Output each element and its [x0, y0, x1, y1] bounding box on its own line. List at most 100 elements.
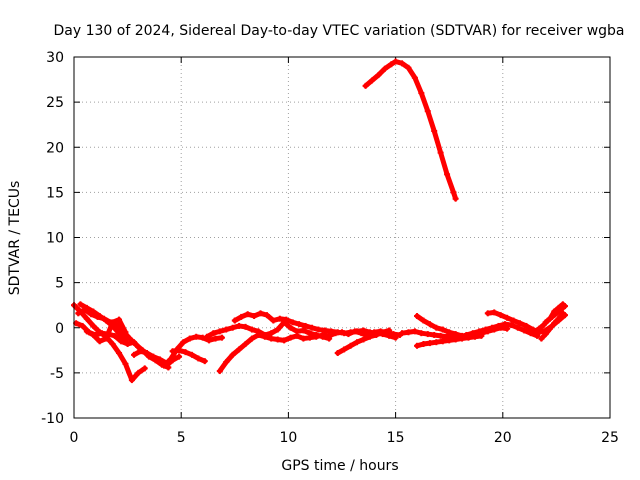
grid-lines	[74, 57, 610, 418]
y-tick-label: 5	[55, 276, 64, 292]
y-tick-label: 0	[55, 321, 64, 337]
data-point	[366, 333, 373, 340]
data-point	[242, 323, 249, 330]
data-point	[201, 358, 208, 365]
data-point	[261, 331, 268, 338]
data-point	[542, 319, 549, 326]
data-point	[478, 332, 485, 339]
data-point	[379, 329, 386, 336]
data-point	[439, 338, 446, 345]
data-point	[315, 326, 322, 333]
data-point	[83, 315, 90, 322]
data-point	[229, 351, 236, 358]
data-point	[223, 326, 230, 333]
data-point	[96, 338, 103, 345]
data-point	[459, 335, 466, 342]
data-point	[203, 333, 210, 340]
data-point	[156, 356, 163, 363]
data-point	[405, 329, 412, 336]
data-point	[96, 313, 103, 320]
data-point	[131, 351, 138, 358]
x-tick-label: 0	[70, 430, 79, 446]
data-point	[321, 327, 328, 334]
data-point	[229, 324, 236, 331]
data-point	[216, 368, 223, 375]
chart-title: Day 130 of 2024, Sidereal Day-to-day VTE…	[53, 23, 624, 39]
data-point	[122, 329, 129, 336]
data-point	[431, 128, 438, 135]
data-point	[276, 315, 283, 322]
data-point	[392, 58, 399, 65]
data-point	[510, 317, 517, 324]
y-tick-label: 15	[46, 185, 64, 201]
data-point	[90, 322, 97, 329]
data-point	[521, 327, 528, 334]
y-tick-label: -10	[41, 411, 64, 427]
data-point	[180, 339, 187, 346]
data-point	[77, 301, 84, 308]
data-point	[444, 171, 451, 178]
data-point	[257, 310, 264, 317]
data-point	[287, 334, 294, 341]
data-point	[347, 329, 354, 336]
data-point	[248, 335, 255, 342]
data-point	[523, 322, 530, 329]
data-point	[287, 324, 294, 331]
data-point	[300, 335, 307, 342]
data-point	[555, 315, 562, 322]
data-points	[71, 58, 568, 384]
data-point	[362, 82, 369, 89]
data-point	[559, 301, 566, 308]
data-point	[516, 320, 523, 327]
data-point	[75, 310, 82, 317]
series-trace-sat-m	[363, 59, 459, 202]
data-point	[135, 369, 142, 376]
data-point	[392, 334, 399, 341]
data-point	[167, 356, 174, 363]
data-point	[426, 321, 433, 328]
data-point	[491, 326, 498, 333]
data-point	[212, 335, 219, 342]
y-tick-label: 30	[46, 50, 64, 66]
data-point	[546, 315, 553, 322]
data-point	[109, 319, 116, 326]
data-point	[302, 322, 309, 329]
data-point	[551, 320, 558, 327]
data-point	[313, 331, 320, 338]
data-point	[186, 335, 193, 342]
data-point	[497, 324, 504, 331]
data-point	[98, 330, 105, 337]
data-point	[231, 317, 238, 324]
data-point	[268, 335, 275, 342]
data-point	[386, 332, 393, 339]
data-point	[165, 364, 172, 371]
data-point	[497, 312, 504, 319]
data-point	[223, 359, 230, 366]
data-point	[124, 340, 131, 347]
data-point	[251, 313, 258, 320]
data-point	[274, 336, 281, 343]
series-trace-sat-f	[131, 348, 169, 366]
data-point	[111, 332, 118, 339]
data-point	[508, 322, 515, 329]
data-point	[536, 325, 543, 332]
data-point	[216, 328, 223, 335]
data-point	[491, 309, 498, 316]
data-point	[83, 328, 90, 335]
data-point	[141, 365, 148, 372]
data-point	[531, 328, 538, 335]
data-point	[137, 348, 144, 355]
data-point	[360, 327, 367, 334]
data-point	[446, 337, 453, 344]
data-point	[388, 61, 395, 68]
data-point	[281, 337, 288, 344]
data-point	[283, 316, 290, 323]
data-point	[289, 319, 296, 326]
data-point	[439, 326, 446, 333]
x-axis-label: GPS time / hours	[281, 458, 398, 474]
data-point	[471, 333, 478, 340]
data-point	[103, 335, 110, 342]
data-point	[399, 60, 406, 67]
data-point	[504, 325, 511, 332]
